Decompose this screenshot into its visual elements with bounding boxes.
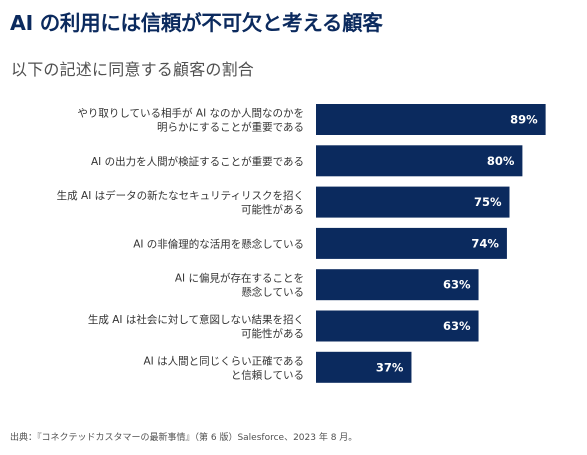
- category-label-4-line-1: 懸念している: [241, 286, 304, 299]
- bar-1: [316, 145, 523, 177]
- chart-title: AI の利用には信頼が不可欠と考える顧客: [10, 11, 383, 35]
- category-label-0-line-1: 明らかにすることが重要である: [157, 121, 304, 134]
- category-label-2-line-0: 生成 AI はデータの新たなセキュリティリスクを招く: [57, 189, 304, 202]
- bar-5: [316, 310, 479, 342]
- category-label-5-line-0: 生成 AI は社会に対して意図しない結果を招く: [88, 313, 304, 326]
- bar-3: [316, 227, 507, 259]
- category-label-6-line-1: と信頼している: [231, 369, 304, 381]
- category-label-0-line-0: やり取りしている相手が AI なのか人間なのかを: [77, 107, 304, 120]
- category-label-6-line-0: AI は人間と同じくらい正確である: [143, 354, 304, 367]
- bar-value-label-0: 89%: [510, 113, 538, 127]
- bar-4: [316, 269, 479, 301]
- bar-value-label-5: 63%: [443, 319, 471, 333]
- category-label-5-line-1: 可能性がある: [241, 327, 304, 340]
- bar-value-label-2: 75%: [474, 195, 502, 209]
- bar-value-label-4: 63%: [443, 278, 471, 292]
- category-label-2-line-1: 可能性がある: [241, 203, 304, 216]
- bar-6: [316, 351, 412, 383]
- bar-value-label-1: 80%: [487, 154, 515, 168]
- bar-2: [316, 186, 510, 218]
- bar-value-label-3: 74%: [471, 236, 499, 250]
- category-label-4-line-0: AI に偏見が存在することを: [175, 272, 304, 285]
- bar-0: [316, 104, 546, 135]
- source-note: 出典：『コネクテッドカスタマーの最新事情』（第 6 版）Salesforce、2…: [10, 433, 358, 443]
- category-label-3-line-0: AI の非倫理的な活用を懸念している: [133, 237, 304, 250]
- category-label-1-line-0: AI の出力を人間が検証することが重要である: [91, 155, 304, 168]
- bar-value-label-6: 37%: [376, 360, 404, 374]
- chart-subtitle: 以下の記述に同意する顧客の割合: [11, 60, 255, 79]
